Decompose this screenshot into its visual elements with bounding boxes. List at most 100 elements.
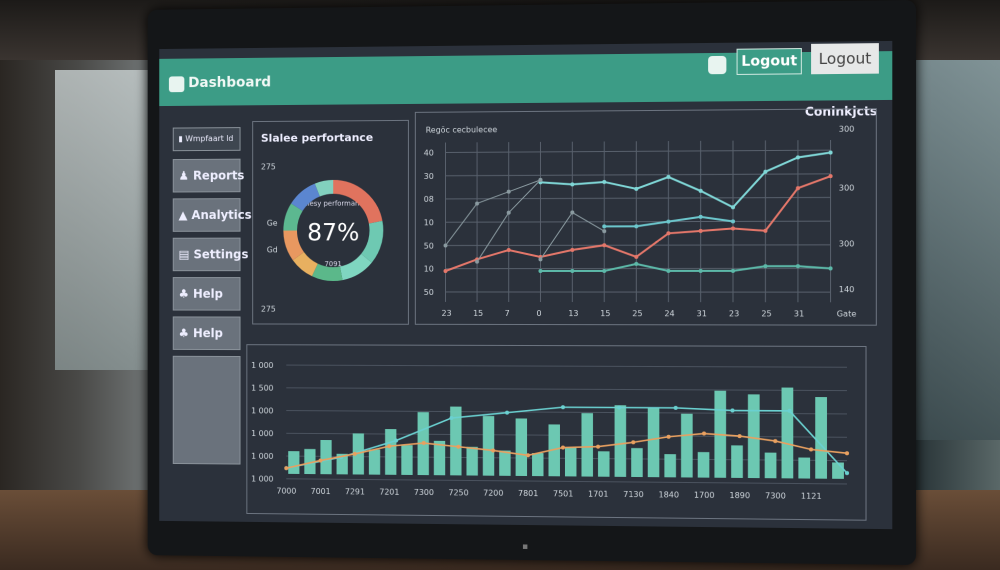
x-tick-label: 1890	[729, 491, 750, 500]
data-point	[538, 268, 543, 273]
side-label: 275	[261, 162, 276, 171]
logout-button[interactable]: Logout	[736, 48, 802, 75]
x-tick-label: 7300	[765, 491, 786, 500]
x-axis-label: Gate	[837, 309, 857, 318]
line-chart: Regõc cecbulecee 40 30 08 10 50 10 50 23 15 7 0 13 1…	[424, 125, 857, 319]
data-point	[449, 416, 454, 421]
x-tick-label: 7501	[553, 489, 573, 498]
sidebar-item-settings[interactable]: ▤ Settings	[172, 237, 248, 272]
bell-icon: ▲	[178, 208, 192, 222]
y-tick-label: 1 000	[251, 474, 273, 483]
bar	[764, 452, 777, 479]
bar	[288, 451, 300, 474]
monitor: Dashboard Logout Logout Coninkjcts ▮ Wmp…	[147, 0, 917, 566]
data-point	[602, 179, 607, 184]
x-tick-label: 15	[473, 309, 483, 318]
x-tick-label: 7201	[379, 488, 399, 497]
sidebar-item-analytics[interactable]: ▲ Analytics	[172, 198, 252, 232]
donut-segment	[315, 270, 341, 274]
y-tick-label: 40	[424, 149, 434, 158]
home-icon	[168, 76, 185, 93]
bar	[450, 406, 462, 476]
x-tick-label: 0	[536, 309, 541, 318]
donut-value: 87%	[307, 218, 359, 246]
y-tick-label: 08	[424, 195, 434, 204]
x-tick-label: 1701	[588, 490, 608, 499]
x-tick-label: 23	[729, 309, 739, 318]
bar	[598, 451, 610, 477]
y-tick-label: 10	[424, 265, 434, 274]
donut-panel: Slalee perfortance 275 Ge Gd 275 Salesy …	[252, 119, 409, 325]
sidebar-item-label: Wmpfaart ld	[185, 134, 234, 144]
data-point	[421, 441, 426, 446]
bar	[515, 418, 528, 477]
sidebar-item-label: Reports	[192, 168, 245, 183]
y-tick-label: 1 000	[251, 406, 273, 415]
y-tick-label: 10	[424, 218, 434, 227]
sidebar-item-label: Analytics	[191, 207, 252, 222]
bar	[401, 445, 413, 475]
x-tick-label: 25	[632, 309, 642, 318]
sidebar-item-label: Help	[192, 286, 223, 301]
y-tick-label: 1 500	[251, 384, 273, 393]
x-tick-label: 7	[505, 309, 510, 318]
side-label: Ge	[267, 219, 278, 228]
sidebar-item-reports[interactable]: ♟ Reports	[172, 158, 245, 193]
right-tick-label: 140	[839, 285, 855, 294]
data-point	[602, 243, 607, 248]
bar-chart: 1 000 1 500 1 000 1 000 1 000 1 000 7000 7001 72…	[251, 361, 867, 501]
x-tick-label: 31	[697, 309, 707, 318]
bar	[781, 387, 794, 479]
help-icon: ♣	[178, 326, 193, 341]
data-point	[443, 243, 448, 248]
bar	[564, 447, 577, 477]
sidebar-item-label: Help	[192, 326, 223, 341]
gridline	[286, 365, 847, 367]
right-tick-label: 300	[839, 183, 855, 192]
y-tick-label: 1 000	[251, 361, 273, 370]
bar	[531, 452, 544, 476]
bar	[631, 448, 643, 478]
bar	[483, 416, 495, 477]
x-tick-label: 7130	[623, 490, 643, 499]
x-tick-label: 23	[442, 309, 452, 318]
data-point	[602, 224, 607, 229]
bar	[714, 390, 727, 478]
x-tick-label: 7001	[311, 487, 331, 496]
sidebar-item-label: Settings	[193, 247, 249, 262]
user-icon[interactable]	[708, 55, 727, 75]
bar	[731, 445, 743, 478]
x-tick-label: 7801	[518, 489, 538, 498]
bar	[581, 413, 593, 477]
bar-chart-panel: 1 000 1 500 1 000 1 000 1 000 1 000 7000 7001 72…	[246, 344, 867, 521]
data-point	[617, 405, 622, 410]
x-tick-label: 15	[600, 309, 610, 318]
bar	[385, 429, 397, 475]
background-window	[915, 60, 1000, 440]
sidebar-item-help[interactable]: ♣ Help	[172, 277, 241, 311]
data-point	[602, 268, 607, 273]
sidebar-item-overview[interactable]: ▮ Wmpfaart ld	[172, 127, 241, 152]
bar	[832, 462, 844, 479]
y-tick-label: 50	[424, 241, 434, 250]
page-title: Dashboard	[188, 74, 272, 92]
bar	[466, 446, 478, 476]
data-point	[475, 201, 480, 206]
x-tick-label: 1700	[694, 491, 715, 500]
sliders-icon: ▤	[178, 247, 194, 262]
bar	[368, 449, 381, 475]
sidebar-item-help-2[interactable]: ♣ Help	[172, 316, 241, 351]
x-tick-label: 7200	[483, 489, 503, 498]
background-window	[55, 70, 150, 370]
logout-button-secondary[interactable]: Logout	[811, 43, 879, 75]
donut-segment	[317, 187, 333, 190]
side-label: 275	[261, 305, 276, 314]
y-tick-label: 30	[424, 172, 434, 181]
bar	[417, 412, 429, 476]
side-label: Gd	[267, 245, 278, 254]
donut-segment	[290, 207, 297, 230]
gridline	[445, 174, 830, 176]
right-tick-label: 300	[839, 125, 855, 134]
bar	[304, 448, 316, 475]
gridline	[445, 197, 830, 199]
